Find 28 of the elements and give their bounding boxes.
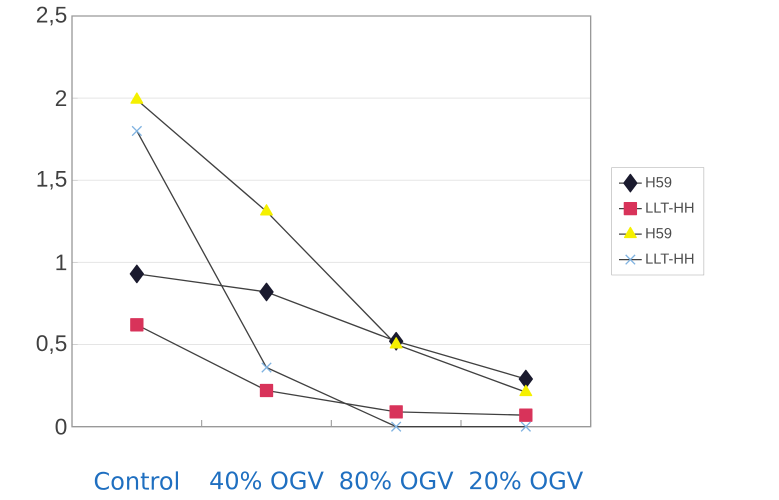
y-tick-label: 0 [56, 418, 66, 435]
point [260, 204, 273, 216]
point [390, 337, 403, 349]
x-tick-label: Control [94, 471, 178, 490]
y-tick-label: 1,5 [38, 171, 66, 190]
point [130, 264, 144, 284]
y-tick-label: 1 [56, 254, 66, 270]
point [390, 421, 402, 432]
y-tick-label: 0,5 [36, 335, 66, 354]
point [130, 92, 144, 104]
y-tick-label: 2,5 [36, 6, 66, 26]
x-tick-label: 40% OGV [210, 471, 324, 490]
legend-label: H59 [646, 177, 672, 188]
point [131, 126, 142, 136]
point [260, 384, 274, 398]
point [130, 318, 144, 332]
legend-label: H59 [646, 228, 672, 238]
legend-label: LLT-HH [646, 202, 694, 213]
point [261, 362, 272, 373]
point [518, 370, 533, 388]
y-tick-label: 2 [56, 90, 66, 106]
point [259, 282, 274, 302]
x-tick-label: 20% OGV [470, 471, 584, 490]
legend-label: LLT-HH [646, 254, 694, 264]
point [389, 405, 403, 419]
point [520, 421, 532, 432]
x-tick-label: 80% OGV [340, 471, 454, 490]
point [519, 408, 532, 422]
